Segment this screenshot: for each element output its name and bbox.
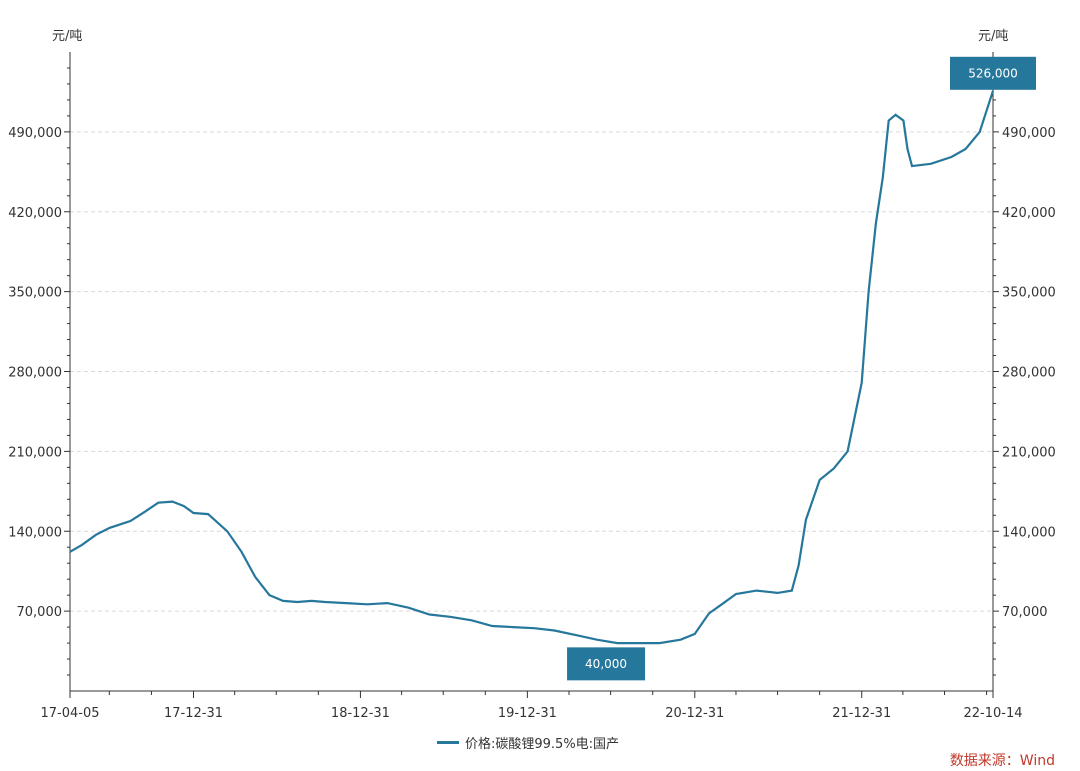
y-tick-label-right: 280,000 <box>1002 366 1056 381</box>
y-tick-label-right: 350,000 <box>1002 286 1056 301</box>
y-tick-label-right: 420,000 <box>1002 206 1056 221</box>
legend-label: 价格:碳酸锂99.5%电:国产 <box>465 737 620 752</box>
y-tick-label-right: 490,000 <box>1002 126 1056 141</box>
y-tick-label-right: 70,000 <box>1002 605 1048 620</box>
x-tick-label: 19-12-31 <box>498 706 557 721</box>
x-tick-label: 22-10-14 <box>963 706 1022 721</box>
x-tick-label: 21-12-31 <box>832 706 891 721</box>
callout-label: 526,000 <box>968 66 1018 80</box>
legend: 价格:碳酸锂99.5%电:国产 <box>437 733 619 752</box>
y-tick-label-left: 70,000 <box>17 605 63 620</box>
y-tick-label-left: 420,000 <box>8 206 62 221</box>
y-tick-label-left: 140,000 <box>8 525 62 540</box>
y-tick-label-left: 210,000 <box>8 445 62 460</box>
value-callouts: 526,000 40,000 <box>567 56 1036 681</box>
callout-box <box>567 647 646 681</box>
y-tick-label-left: 490,000 <box>8 126 62 141</box>
right-unit-label: 元/吨 <box>978 29 1008 44</box>
series-line-lithium-carbonate <box>69 90 995 645</box>
gridlines <box>70 131 993 612</box>
left-unit-label: 元/吨 <box>52 29 82 44</box>
legend-swatch <box>437 741 459 744</box>
x-tick-label: 17-04-05 <box>40 706 99 721</box>
y-ticks: 70,000 70,000 140,000 140,000 210,000 210,000… <box>8 67 1056 676</box>
x-tick-label: 18-12-31 <box>331 706 390 721</box>
callout-box <box>950 56 1036 90</box>
y-tick-label-right: 140,000 <box>1002 525 1056 540</box>
y-tick-label-right: 210,000 <box>1002 445 1056 460</box>
data-source-note: 数据来源：Wind <box>949 753 1055 769</box>
x-tick-label: 17-12-31 <box>164 706 223 721</box>
x-tick-label: 20-12-31 <box>665 706 724 721</box>
y-tick-label-left: 280,000 <box>8 366 62 381</box>
x-ticks: 17-04-05 17-12-31 18-12-31 19-12-31 20-12-31… <box>40 691 1023 721</box>
callout-label: 40,000 <box>585 657 627 671</box>
y-tick-label-left: 350,000 <box>8 286 62 301</box>
